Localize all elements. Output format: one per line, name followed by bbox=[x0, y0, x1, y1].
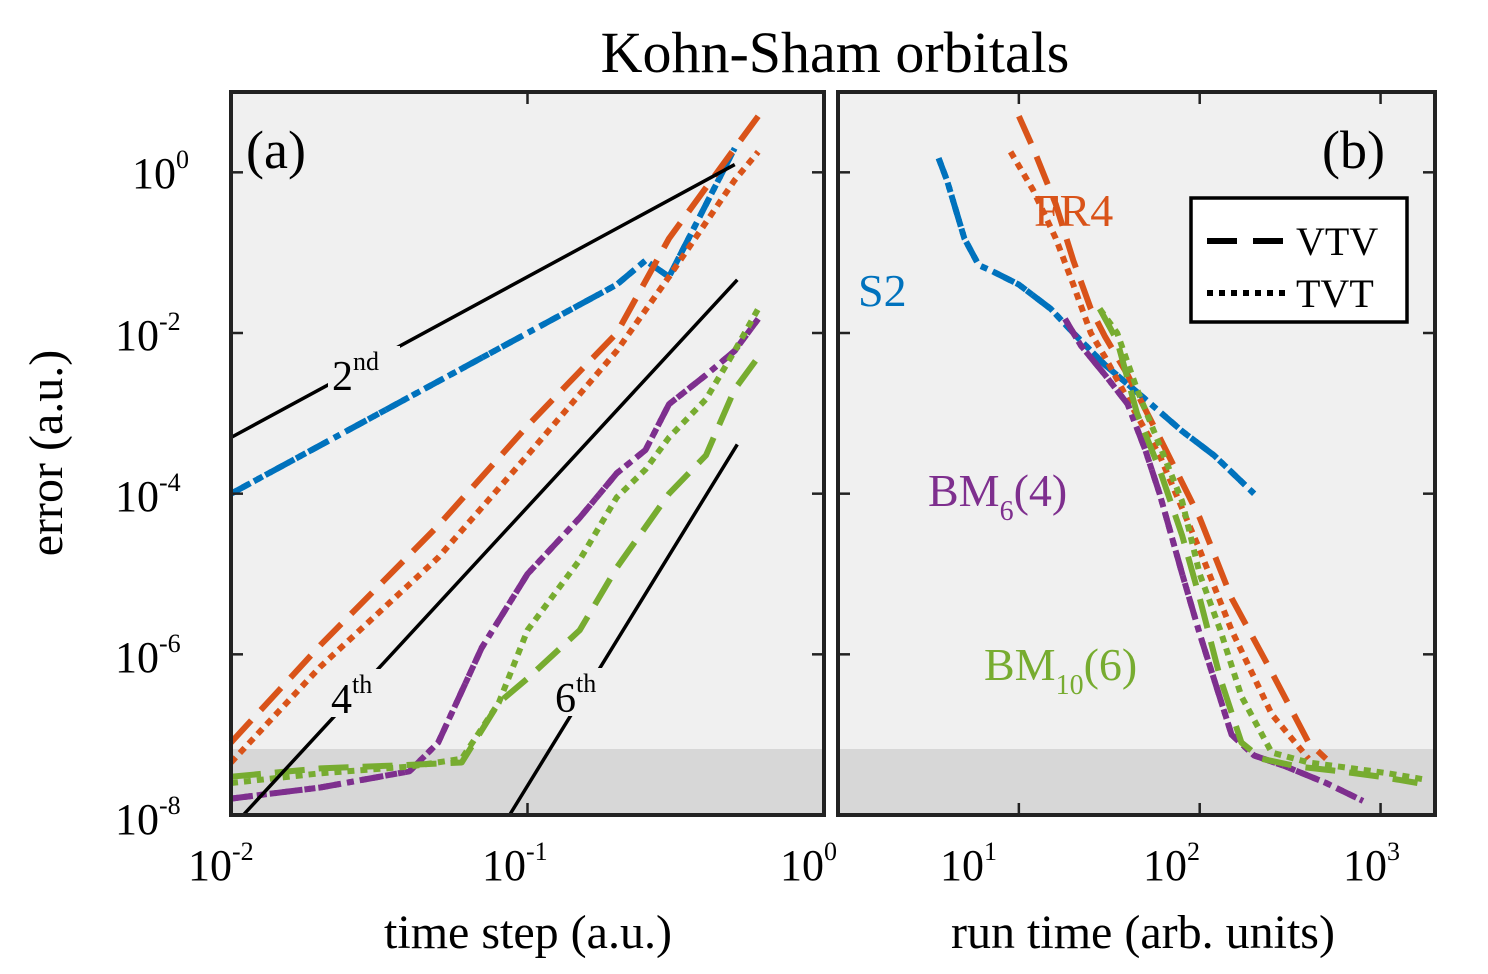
x-tick-label-1e-1: 10-1 bbox=[482, 837, 548, 890]
y-tick-label-1e-6: 10-6 bbox=[115, 629, 181, 682]
panel-b-series-bm6-4-tvt bbox=[1062, 317, 1365, 804]
series-label-s2: S2 bbox=[858, 265, 907, 316]
y-tick-label-1e-8: 10-8 bbox=[115, 791, 181, 844]
panel-a-reference-slopes bbox=[230, 163, 739, 817]
slope-label-2nd-text: 2nd bbox=[332, 347, 379, 400]
panel-a-x-axis-label: time step (a.u.) bbox=[384, 906, 672, 959]
series-label-fr4: FR4 bbox=[1034, 185, 1113, 236]
panel-a-series-bm6-4-vtv bbox=[230, 317, 761, 802]
panel-b-series bbox=[935, 114, 1423, 804]
panel-a-series-fr4-vtv bbox=[228, 114, 761, 745]
panel-a-series-s2-tvt bbox=[229, 146, 738, 497]
figure-title: Kohn-Sham orbitals bbox=[601, 20, 1070, 85]
x-tick-label-b-1e2: 102 bbox=[1143, 837, 1200, 890]
y-tick-label-1e-4: 10-4 bbox=[115, 468, 181, 521]
series-label-bm6: BM6(4) bbox=[928, 465, 1067, 527]
reference-slope-4th bbox=[241, 278, 739, 817]
panel-b-frame bbox=[836, 90, 1437, 817]
panel-a: (a) 2nd 4th 6th time step (a.u.) error (… bbox=[20, 90, 837, 959]
panel-a-label: (a) bbox=[246, 120, 306, 180]
panel-b-label: (b) bbox=[1322, 120, 1385, 180]
x-tick-label-1e-2: 10-2 bbox=[188, 837, 254, 890]
panel-b-series-bm10-6-vtv bbox=[1097, 307, 1419, 786]
y-axis-label: error (a.u.) bbox=[20, 350, 73, 557]
x-tick-label-1e0: 100 bbox=[780, 837, 837, 890]
reference-slope-2nd bbox=[230, 163, 736, 440]
panel-b-series-fr4-tvt bbox=[1008, 150, 1311, 761]
slope-label-4th-text: 4th bbox=[331, 670, 372, 723]
panel-b-series-s2-tvt bbox=[935, 157, 1257, 496]
panel-b: (b) VTV TVT FR4 S2 BM6(4) BM10(6) run ti… bbox=[836, 90, 1437, 959]
x-tick-label-b-1e3: 103 bbox=[1343, 837, 1400, 890]
panel-b-series-bm10-6-tvt bbox=[1097, 307, 1423, 783]
panel-b-ticks bbox=[838, 92, 1435, 817]
y-tick-label-1e0: 100 bbox=[132, 145, 189, 198]
panel-a-series-fr4-tvt bbox=[228, 149, 761, 765]
slope-label-6th: 6th bbox=[551, 668, 615, 722]
panel-a-series bbox=[228, 114, 761, 802]
panel-a-ticks bbox=[229, 92, 826, 817]
slope-label-4th: 4th bbox=[327, 669, 391, 723]
panel-a-series-bm10-6-vtv bbox=[230, 355, 761, 780]
x-tick-label-b-1e1: 101 bbox=[940, 837, 997, 890]
legend-box bbox=[1189, 196, 1409, 324]
slope-label-2nd-bg bbox=[328, 346, 400, 394]
panel-a-plot-area bbox=[231, 92, 824, 815]
slope-label-4th-bg bbox=[327, 669, 391, 717]
slope-label-6th-bg bbox=[551, 668, 615, 716]
panel-b-x-axis-label: run time (arb. units) bbox=[951, 906, 1335, 959]
slope-label-6th-text: 6th bbox=[555, 669, 596, 722]
panel-b-noise-band bbox=[838, 749, 1435, 815]
y-tick-label-1e-2: 10-2 bbox=[115, 307, 181, 360]
legend: VTV TVT bbox=[1189, 196, 1409, 324]
legend-vtv-label: VTV bbox=[1296, 219, 1378, 264]
legend-tvt-label: TVT bbox=[1296, 271, 1374, 316]
panel-a-series-bm6-4-tvt bbox=[230, 317, 761, 802]
reference-slope-6th bbox=[508, 443, 739, 816]
slope-label-2nd: 2nd bbox=[328, 346, 400, 400]
series-label-bm10: BM10(6) bbox=[984, 639, 1137, 701]
